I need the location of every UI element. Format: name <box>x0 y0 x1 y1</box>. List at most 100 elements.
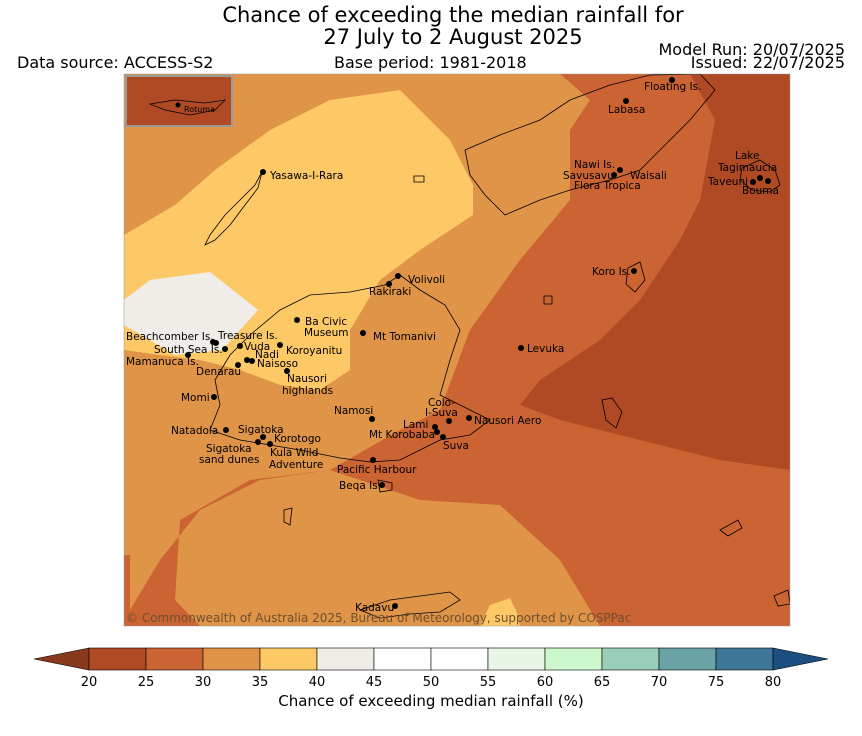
colorbar-tick-label: 30 <box>195 675 212 690</box>
place-marker <box>237 343 243 349</box>
place-marker <box>235 362 241 368</box>
place-label: Momi <box>181 392 210 404</box>
place-label: South Sea Is. <box>154 344 223 356</box>
place-label: Sigatoka <box>238 424 284 436</box>
place-label: Floating Is. <box>644 81 701 93</box>
place-marker <box>631 268 637 274</box>
place-label: Nausori Aero <box>474 415 541 427</box>
place-label: Bouma <box>742 185 779 197</box>
colorbar-segment <box>658 647 717 671</box>
place-marker <box>244 357 250 363</box>
place-label: Waisali <box>630 170 667 182</box>
islet-coast <box>543 295 553 305</box>
colorbar-high-arrow <box>772 647 829 671</box>
place-label: Labasa <box>608 104 645 116</box>
place-marker <box>392 603 398 609</box>
place-label: Vuda <box>244 341 270 353</box>
place-marker <box>623 98 629 104</box>
model-run-label: Model Run: 20/07/2025 <box>658 40 846 59</box>
place-marker <box>213 340 219 346</box>
place-label: Flora Tropica <box>574 180 641 192</box>
place-marker <box>370 457 376 463</box>
place-label: Volivoli <box>408 274 445 286</box>
place-marker <box>369 416 375 422</box>
place-label: Kula Wild <box>270 447 318 459</box>
place-marker <box>379 482 385 488</box>
place-labels: Floating Is. Labasa Yasawa-I-Rara Nawi I… <box>126 81 779 614</box>
place-marker <box>222 346 228 352</box>
place-marker <box>750 179 756 185</box>
place-marker <box>440 434 446 440</box>
place-markers <box>185 77 771 609</box>
colorbar-tick-label: 40 <box>309 675 326 690</box>
place-label: Adventure <box>269 459 323 471</box>
place-label: Nausori <box>287 373 327 385</box>
probability-40-45-region <box>124 272 258 355</box>
place-label: Pacific Harbour <box>337 464 417 476</box>
place-marker <box>360 330 366 336</box>
place-label: sand dunes <box>199 454 259 466</box>
colorbar-tick-label: 35 <box>252 675 269 690</box>
place-label: Namosi <box>334 405 373 417</box>
place-label: Yasawa-I-Rara <box>269 170 343 182</box>
place-marker <box>284 368 290 374</box>
colorbar-label: Chance of exceeding median rainfall (%) <box>278 692 584 710</box>
place-marker <box>434 429 440 435</box>
colorbar-tick-label: 50 <box>423 675 440 690</box>
place-label: Natadola <box>171 425 218 437</box>
title-line-2: 27 July to 2 August 2025 <box>323 25 583 49</box>
place-label: Nadi <box>255 349 279 361</box>
place-marker <box>386 281 392 287</box>
place-label: Lake <box>735 150 759 162</box>
rotuma-inset: Rotuma <box>125 75 233 127</box>
colorbar-segment <box>202 647 261 671</box>
colorbar-segment <box>601 647 660 671</box>
colorbar-tick-label: 45 <box>366 675 383 690</box>
place-label: Mamanuca Is. <box>126 356 199 368</box>
place-marker <box>260 169 266 175</box>
place-marker <box>466 415 472 421</box>
yasawa-coast <box>204 171 263 246</box>
place-marker <box>249 358 255 364</box>
map-frame <box>123 73 791 627</box>
colorbar-segment <box>487 647 546 671</box>
place-label: Tagimaucia <box>717 162 777 174</box>
colorbar-tick-label: 65 <box>594 675 611 690</box>
place-marker <box>185 352 191 358</box>
colorbar-tick-label: 60 <box>537 675 554 690</box>
place-marker <box>446 418 452 424</box>
place-marker <box>757 175 763 181</box>
place-label: Levuka <box>527 343 564 355</box>
place-label: Sigatoka <box>206 443 252 455</box>
place-marker <box>611 172 617 178</box>
place-marker <box>669 77 675 83</box>
place-marker <box>518 345 524 351</box>
place-label: Beachcomber Is. <box>126 331 214 343</box>
place-marker <box>395 273 401 279</box>
place-label: Nawi Is. <box>574 159 615 171</box>
colorbar-tick-label: 75 <box>708 675 725 690</box>
place-label: I-Suva <box>425 407 458 419</box>
place-label: Koroyanitu <box>286 345 342 357</box>
place-label: Rakiraki <box>369 286 411 298</box>
place-label: Treasure Is. <box>217 330 278 342</box>
probability-35-40-patch <box>480 598 520 626</box>
rotuma-label: Rotuma <box>184 105 215 114</box>
place-label: highlands <box>282 385 333 397</box>
place-label: Koro Is. <box>592 266 631 278</box>
place-label: Kadavu <box>355 602 394 614</box>
map-panel: © Commonwealth of Australia 2025, Bureau… <box>124 74 790 626</box>
colorbar-segment <box>373 647 432 671</box>
place-label: Museum <box>304 327 349 339</box>
place-label: Naisoso <box>257 358 298 370</box>
place-marker <box>277 342 283 348</box>
rotuma-marker <box>175 102 181 108</box>
place-label: Ba Civic <box>305 316 347 328</box>
viti-levu-coast <box>209 274 491 463</box>
kadavu-coast <box>358 591 461 619</box>
inset-frame <box>125 75 233 127</box>
base-period-label: Base period: 1981-2018 <box>334 53 527 72</box>
colorbar-tick-label: 55 <box>480 675 497 690</box>
islet-coast <box>413 175 425 183</box>
